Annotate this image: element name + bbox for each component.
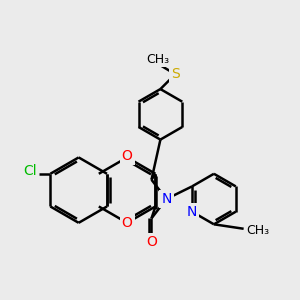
Text: O: O [146, 235, 157, 249]
Text: CH: CH [133, 52, 153, 66]
Text: N: N [187, 205, 197, 219]
Text: S: S [171, 67, 180, 81]
Text: CH₃: CH₃ [146, 53, 170, 66]
Text: O: O [122, 149, 133, 163]
Text: O: O [122, 216, 133, 230]
Text: Cl: Cl [23, 164, 36, 178]
Text: N: N [161, 192, 172, 206]
Text: CH₃: CH₃ [246, 224, 269, 237]
